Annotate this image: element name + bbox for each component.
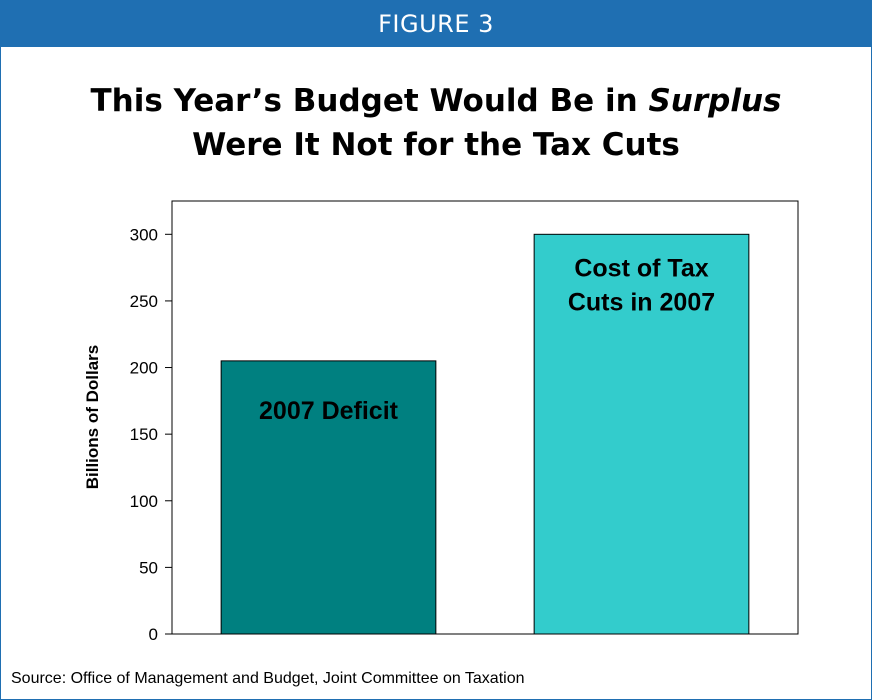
- bar-label: Cuts in 2007: [568, 288, 715, 316]
- bar: [220, 360, 437, 635]
- bar-label: Cost of Tax: [574, 254, 708, 282]
- y-tick-label: 250: [130, 292, 158, 311]
- bar-label: 2007 Deficit: [259, 397, 399, 425]
- y-tick-label: 200: [130, 359, 158, 378]
- y-tick-label: 100: [130, 492, 158, 511]
- y-tick-label: 300: [130, 225, 158, 244]
- chart-title-line-1: This Year’s Budget Would Be in Surplus: [1, 79, 871, 123]
- bar: [533, 233, 750, 635]
- chart-title-text: This Year’s Budget Would Be in: [90, 83, 649, 119]
- y-axis-label: Billions of Dollars: [83, 345, 102, 490]
- y-tick-label: 50: [139, 558, 158, 577]
- chart-title-line-2: Were It Not for the Tax Cuts: [192, 127, 680, 163]
- source-note: Source: Office of Management and Budget,…: [11, 670, 525, 687]
- bars: 2007 Deficit Cost of Tax Cuts in 2007: [220, 233, 750, 635]
- figure-header: FIGURE 3: [1, 1, 871, 47]
- y-axis: 0 50 100 150 200 250 300: [130, 225, 172, 644]
- chart-title: This Year’s Budget Would Be in Surplus W…: [1, 79, 871, 167]
- y-tick-label: 150: [130, 425, 158, 444]
- chart-title-emphasis: Surplus: [648, 83, 782, 119]
- y-tick-label: 0: [149, 625, 158, 644]
